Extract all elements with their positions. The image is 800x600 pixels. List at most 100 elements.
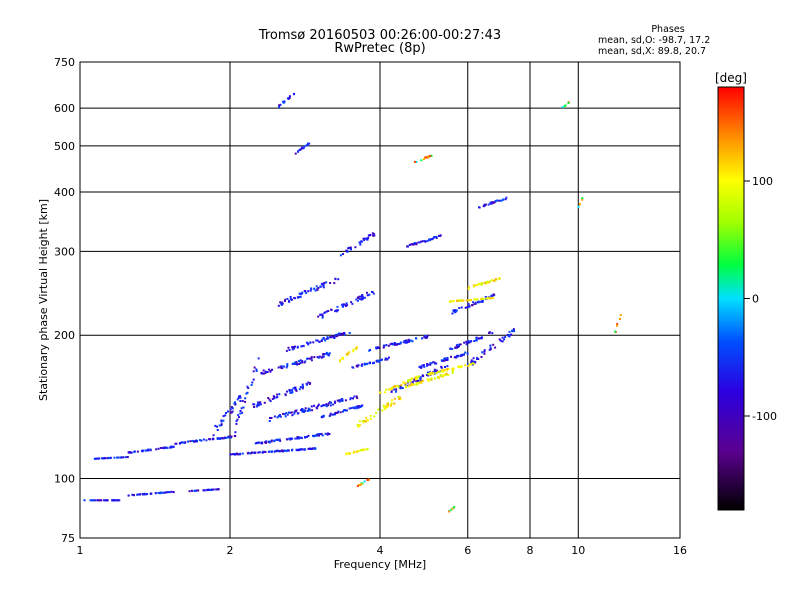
data-point (264, 372, 267, 374)
data-point (356, 346, 358, 349)
data-point (329, 401, 332, 404)
data-point (238, 416, 240, 419)
data-point (317, 287, 320, 289)
data-point (304, 409, 307, 412)
data-point (286, 297, 289, 300)
data-point (268, 398, 271, 401)
data-point (89, 499, 92, 502)
x-tick-label: 10 (571, 544, 585, 557)
data-point (312, 434, 314, 437)
data-point (299, 386, 302, 389)
data-point (320, 433, 323, 436)
data-point (235, 420, 238, 423)
data-point (288, 349, 291, 351)
data-point (478, 282, 481, 285)
data-point (404, 384, 407, 386)
data-point (268, 420, 271, 422)
data-point (473, 340, 476, 342)
data-point (422, 375, 425, 378)
data-point (259, 403, 262, 406)
data-point (316, 339, 319, 342)
data-point (346, 304, 349, 307)
data-point (512, 328, 515, 331)
data-point (100, 499, 103, 502)
data-point (494, 279, 497, 282)
data-point (421, 337, 424, 340)
data-point (472, 301, 475, 304)
data-point (253, 366, 256, 369)
data-point (500, 199, 503, 202)
data-point (466, 306, 469, 309)
data-point (293, 92, 296, 95)
data-point (343, 332, 345, 335)
y-tick-label: 750 (54, 56, 75, 69)
data-point (311, 409, 314, 412)
data-point (392, 343, 395, 346)
data-point (377, 408, 380, 411)
data-point (427, 374, 430, 377)
data-point (443, 359, 446, 362)
data-point (273, 450, 276, 453)
data-point (117, 456, 120, 459)
data-point (270, 417, 273, 419)
data-point (322, 415, 325, 418)
data-point (513, 329, 515, 332)
data-point (448, 510, 451, 513)
data-point (284, 449, 287, 452)
data-point (309, 382, 312, 384)
data-point (491, 297, 494, 300)
data-point (144, 449, 147, 452)
data-point (278, 393, 281, 396)
data-point (449, 347, 452, 350)
data-point (222, 419, 225, 422)
data-point (307, 343, 310, 346)
data-point (459, 343, 462, 346)
data-point (578, 203, 581, 206)
data-point (372, 292, 375, 295)
data-point (368, 234, 371, 237)
data-point (322, 284, 325, 287)
data-point (615, 324, 618, 327)
data-point (437, 376, 440, 379)
data-point (202, 489, 205, 492)
data-point (184, 441, 187, 444)
data-point (303, 290, 306, 293)
data-point (216, 437, 219, 440)
data-point (265, 441, 267, 444)
data-point (252, 378, 255, 381)
data-point (353, 406, 356, 409)
data-point (131, 493, 134, 496)
data-point (312, 341, 315, 344)
data-point (451, 300, 454, 303)
data-point (451, 348, 454, 350)
data-point (364, 363, 367, 366)
data-point (376, 359, 379, 362)
data-point (467, 340, 470, 343)
data-point (408, 243, 411, 246)
data-point (473, 298, 476, 301)
data-point (211, 488, 213, 491)
data-point (325, 337, 328, 340)
data-point (329, 414, 332, 417)
data-point (489, 348, 492, 351)
data-point (421, 240, 424, 243)
data-point (359, 484, 362, 486)
data-point (478, 206, 481, 209)
data-point (460, 306, 463, 309)
data-point (443, 357, 446, 360)
data-point (265, 440, 268, 443)
data-point (480, 298, 482, 301)
data-point (279, 103, 282, 106)
data-point (390, 402, 393, 405)
data-point (396, 384, 399, 387)
data-point (440, 370, 443, 373)
data-point (338, 399, 341, 402)
data-point (366, 237, 369, 240)
data-point (361, 240, 363, 243)
colorbar-tick-label: 0 (752, 293, 759, 306)
data-point (426, 371, 429, 374)
data-point (481, 299, 484, 302)
data-point (320, 405, 323, 408)
data-point (444, 366, 446, 368)
data-point (614, 330, 617, 333)
